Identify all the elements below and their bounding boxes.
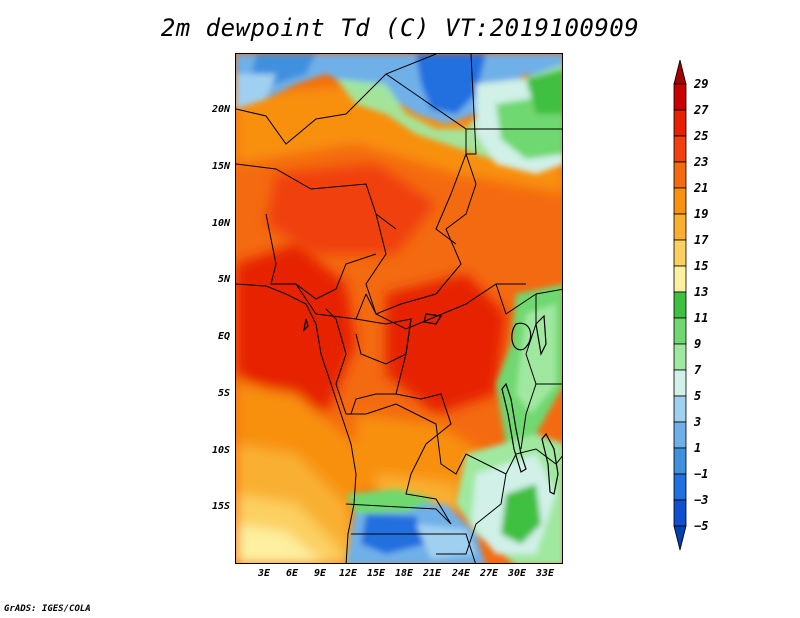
y-tick-10s: 10S bbox=[211, 445, 230, 456]
colorbar-box bbox=[673, 161, 687, 189]
colorbar-label: 23 bbox=[694, 155, 709, 169]
colorbar-box bbox=[673, 447, 687, 475]
colorbar-label: 13 bbox=[694, 285, 709, 299]
colorbar-label: 27 bbox=[694, 103, 709, 117]
y-tick-5s: 5S bbox=[217, 388, 230, 399]
colorbar-label: 29 bbox=[694, 77, 709, 91]
colorbar-top-arrow bbox=[673, 60, 687, 85]
x-tick-33e: 33E bbox=[535, 568, 555, 579]
colorbar-label: −3 bbox=[694, 493, 709, 507]
y-tick-15s: 15S bbox=[211, 501, 230, 512]
colorbar-label: 21 bbox=[694, 181, 709, 195]
colorbar-box bbox=[673, 291, 687, 319]
colorbar-box bbox=[673, 343, 687, 371]
colorbar-label: −5 bbox=[694, 519, 709, 533]
y-tick-20n: 20N bbox=[211, 104, 230, 115]
colorbar-box bbox=[673, 421, 687, 449]
colorbar-box bbox=[673, 239, 687, 267]
colorbar-box bbox=[673, 109, 687, 137]
colorbar-box bbox=[673, 83, 687, 111]
colorbar-box bbox=[673, 213, 687, 241]
colorbar-label: 3 bbox=[694, 415, 702, 429]
country-borders bbox=[236, 54, 562, 563]
x-tick-27e: 27E bbox=[479, 568, 499, 579]
colorbar-box bbox=[673, 265, 687, 293]
colorbar-label: 17 bbox=[694, 233, 709, 247]
colorbar-box bbox=[673, 395, 687, 423]
colorbar-label: −1 bbox=[694, 467, 709, 481]
lakes bbox=[303, 313, 559, 495]
x-tick-15e: 15E bbox=[366, 568, 386, 579]
colorbar-box bbox=[673, 473, 687, 501]
colorbar-label: 15 bbox=[694, 259, 709, 273]
colorbar-box bbox=[673, 317, 687, 345]
colorbar-label: 1 bbox=[694, 441, 702, 455]
colorbar-box bbox=[673, 369, 687, 397]
x-tick-24e: 24E bbox=[451, 568, 471, 579]
colorbar-bottom-arrow bbox=[673, 525, 687, 551]
y-tick-5n: 5N bbox=[217, 274, 230, 285]
grads-credit: GrADS: IGES/COLA bbox=[4, 604, 91, 614]
x-tick-21e: 21E bbox=[422, 568, 442, 579]
colorbar-label: 5 bbox=[694, 389, 702, 403]
colorbar-label: 11 bbox=[694, 311, 709, 325]
colorbar bbox=[673, 60, 687, 551]
colorbar-box bbox=[673, 135, 687, 163]
colorbar-label: 19 bbox=[694, 207, 709, 221]
colorbar-box bbox=[673, 187, 687, 215]
y-tick-15n: 15N bbox=[211, 161, 230, 172]
dewpoint-field bbox=[236, 54, 562, 563]
x-tick-6e: 6E bbox=[285, 568, 299, 579]
y-tick-10n: 10N bbox=[211, 218, 230, 229]
y-tick-eq: EQ bbox=[217, 331, 230, 342]
plot-title: 2m dewpoint Td (C) VT:2019100909 bbox=[160, 14, 640, 42]
dewpoint-map bbox=[235, 53, 563, 564]
x-tick-12e: 12E bbox=[338, 568, 358, 579]
x-tick-9e: 9E bbox=[313, 568, 327, 579]
colorbar-label: 9 bbox=[694, 337, 702, 351]
x-tick-3e: 3E bbox=[257, 568, 271, 579]
x-tick-30e: 30E bbox=[507, 568, 527, 579]
colorbar-label: 7 bbox=[694, 363, 702, 377]
colorbar-label: 25 bbox=[694, 129, 709, 143]
x-tick-18e: 18E bbox=[394, 568, 414, 579]
colorbar-box bbox=[673, 499, 687, 527]
